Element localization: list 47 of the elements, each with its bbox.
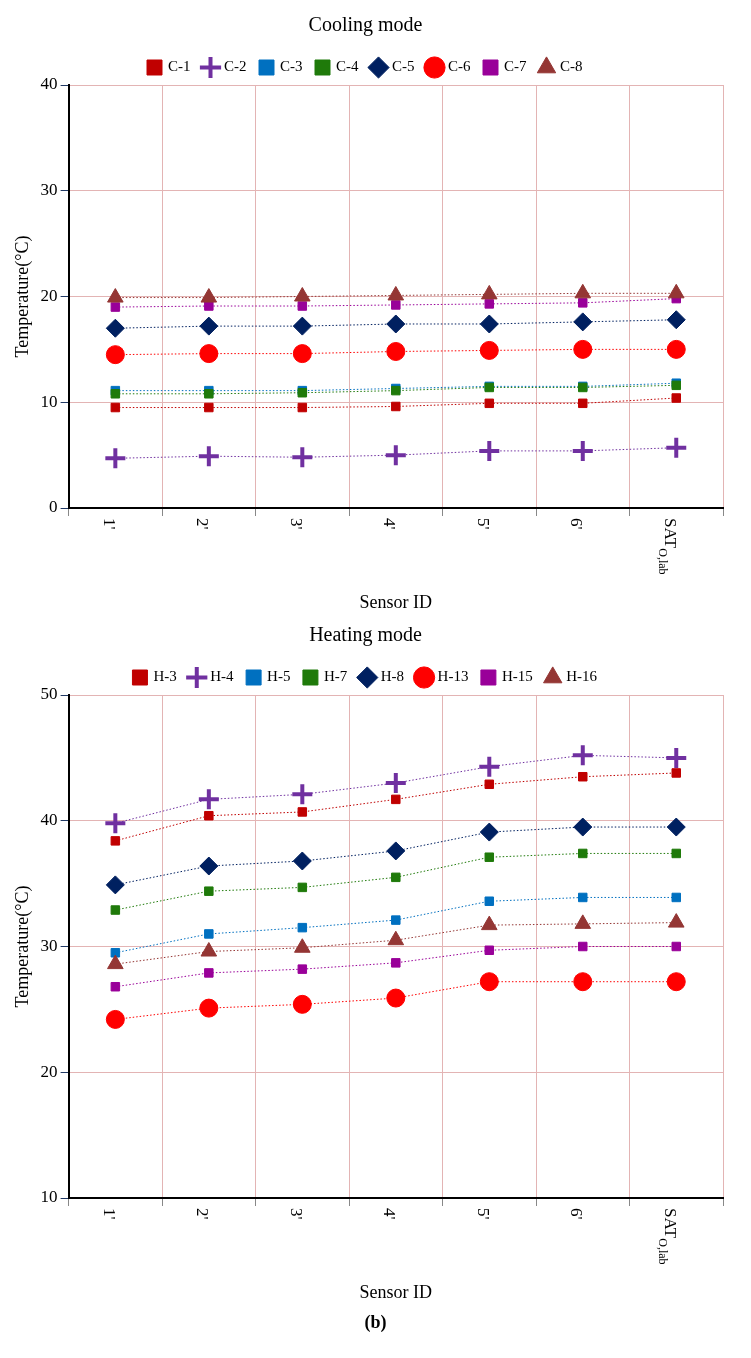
- legend-label: H-16: [566, 668, 598, 685]
- x-tick-label: 3': [286, 518, 306, 530]
- x-tick-label: 2': [193, 1208, 213, 1220]
- chart-title: Cooling mode: [308, 13, 423, 37]
- x-tick-label: 5': [473, 1208, 493, 1220]
- legend-label: C-6: [448, 58, 471, 75]
- y-axis-title: Temperature(°C): [11, 235, 33, 358]
- y-tick-label: 0: [49, 497, 58, 517]
- legend-label: C-5: [392, 58, 415, 75]
- x-tick-label: 3': [286, 1208, 306, 1220]
- legend-label: C-7: [504, 58, 527, 75]
- legend-label: H-5: [267, 668, 291, 685]
- x-tick-label: 1': [99, 518, 119, 530]
- x-tick-label: SATO,lab: [656, 518, 680, 575]
- x-tick-label: 5': [473, 518, 493, 530]
- legend-label: H-15: [501, 668, 533, 685]
- y-tick-label: 10: [40, 391, 58, 411]
- y-tick-label: 40: [40, 74, 58, 94]
- y-tick-label: 20: [40, 1061, 58, 1081]
- x-tick-label: 6': [567, 1208, 587, 1220]
- legend-label: H-13: [437, 668, 469, 685]
- legend-label: C-3: [280, 58, 303, 75]
- legend-label: H-3: [153, 668, 177, 685]
- y-tick-label: 30: [40, 935, 58, 955]
- legend-label: C-8: [560, 58, 583, 75]
- x-axis-title: Sensor ID: [359, 591, 433, 612]
- y-tick-label: 40: [40, 810, 58, 830]
- y-tick-label: 20: [40, 285, 58, 305]
- legend-label: H-7: [323, 668, 348, 685]
- y-tick-label: 30: [40, 180, 58, 200]
- y-tick-label: 50: [40, 684, 58, 704]
- text: (b): [363, 1312, 388, 1333]
- legend-label: C-4: [336, 58, 359, 75]
- y-tick-label: 10: [40, 1187, 58, 1207]
- legend-label: C-1: [168, 58, 191, 75]
- x-tick-label: 2': [193, 518, 213, 530]
- x-tick-label: 6': [567, 518, 587, 530]
- x-tick-label: 1': [99, 1208, 119, 1220]
- x-tick-label: 4': [380, 518, 400, 530]
- x-tick-label: 4': [380, 1208, 400, 1220]
- y-axis-title: Temperature(°C): [11, 885, 33, 1008]
- chart-title: Heating mode: [309, 623, 422, 647]
- x-tick-label: SATO,lab: [656, 1208, 680, 1265]
- legend-label: H-4: [210, 668, 235, 685]
- legend-label: C-2: [224, 58, 247, 75]
- x-axis-title: Sensor ID: [359, 1281, 433, 1302]
- legend-label: H-8: [380, 668, 405, 685]
